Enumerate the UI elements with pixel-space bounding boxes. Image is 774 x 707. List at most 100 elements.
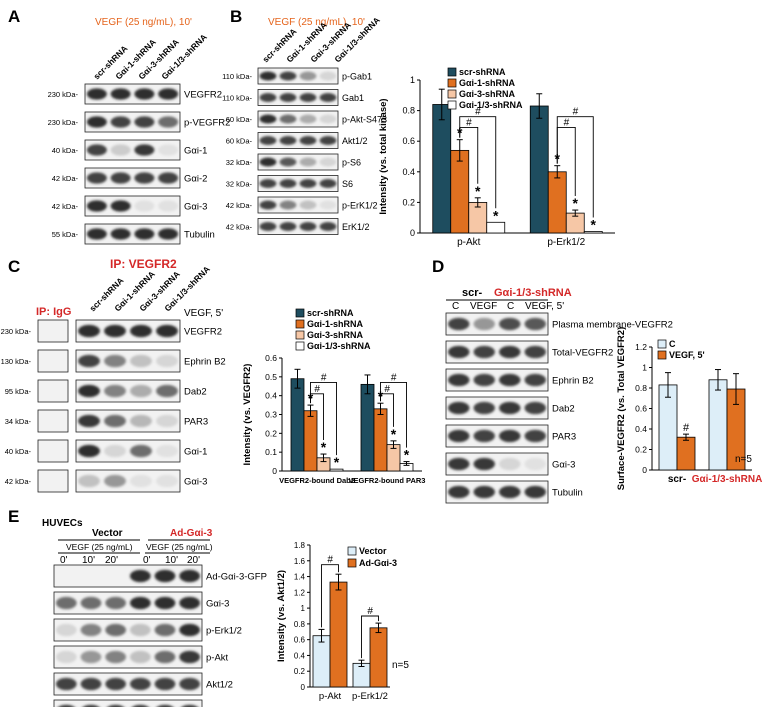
legend-swatch	[447, 78, 457, 88]
blot-row-label: p-VEGFR2	[184, 118, 230, 129]
blot-band	[78, 324, 100, 338]
significance-bracket	[459, 116, 497, 209]
significance-star: *	[321, 439, 327, 455]
panel-e-time-labels: 0' 10' 20' 0' 10' 20'	[60, 555, 200, 566]
blot-strip	[75, 469, 181, 493]
blot-band	[130, 474, 152, 488]
blot-band	[132, 704, 149, 707]
blot-band	[473, 485, 495, 499]
blot-band	[154, 623, 176, 637]
blot-row-label: ErK1/2	[342, 222, 370, 232]
legend-label: Ad-Gαi-3	[359, 558, 397, 568]
y-tick-label: 1.8	[294, 541, 306, 550]
blot-band	[524, 401, 546, 415]
blot-strip	[445, 340, 549, 364]
molecular-weight-label: 40 kDa-	[52, 146, 79, 155]
blot-strip	[75, 379, 181, 403]
x-category-label: p-Erk1/2	[547, 237, 585, 248]
blot-band	[499, 401, 521, 415]
blot-row-label: Ephrin B2	[552, 376, 594, 387]
y-tick-label: 1.6	[294, 557, 306, 566]
legend-swatch	[295, 319, 305, 329]
blot-row-label: PAR3	[552, 432, 576, 443]
blot-band	[524, 457, 546, 471]
significance-star: *	[391, 426, 397, 442]
y-tick-label: 0.4	[294, 651, 306, 660]
blot-band	[448, 429, 470, 443]
blot-row-label: Dab2	[552, 404, 575, 415]
x-category-label: Gαi-1/3-shRNA	[692, 474, 763, 485]
y-tick-label: 0.6	[635, 404, 647, 414]
x-category-label: VEGFR2-bound Dab2	[279, 476, 355, 485]
legend-label: Gαi-3-shRNA	[307, 330, 364, 340]
y-tick-label: 0.5	[265, 372, 277, 382]
time-label: 10'	[165, 555, 178, 566]
blot-row-label: Plasma membrane-VEGFR2	[552, 320, 673, 331]
molecular-weight-label: 230 kDa-	[48, 118, 79, 127]
panel-e-treatment-2: VEGF (25 ng/mL)	[146, 542, 213, 552]
molecular-weight-label: 60 kDa-	[226, 115, 253, 124]
blot-row-label: p-Akt-S473	[342, 115, 387, 125]
lane-label: C	[452, 301, 459, 312]
blot-band	[134, 172, 155, 184]
blot-band	[129, 650, 151, 664]
time-label: 20'	[187, 555, 200, 566]
blot-band	[473, 317, 495, 331]
blot-row-label: Gαi-3	[552, 460, 575, 471]
blot-row-label: S6	[342, 179, 353, 189]
blot-band	[110, 116, 131, 128]
blot-band	[299, 200, 317, 210]
blot-band	[158, 116, 179, 128]
bar	[547, 171, 567, 234]
significance-hash: #	[475, 107, 481, 118]
x-category-label: p-Akt	[457, 237, 481, 248]
blot-band	[299, 179, 317, 188]
blot-band	[524, 429, 546, 443]
y-tick-label: 0.2	[402, 197, 415, 207]
molecular-weight-label: 110 kDa-	[222, 94, 252, 103]
igg-blot-strip	[37, 409, 69, 433]
blot-band	[110, 144, 131, 156]
significance-hash: #	[327, 555, 333, 566]
blot-band	[130, 354, 152, 368]
blot-row-label: VEGFR2	[184, 90, 222, 101]
y-tick-label: 0.1	[265, 447, 277, 457]
blot-band	[78, 474, 100, 488]
y-tick-label: 0.8	[635, 383, 647, 393]
blot-band	[181, 704, 198, 707]
significance-star: *	[493, 207, 499, 223]
significance-star: *	[475, 183, 481, 199]
blot-band	[179, 569, 201, 583]
molecular-weight-label: 42 kDa-	[5, 477, 32, 486]
molecular-weight-label: 110 kDa-	[222, 72, 252, 81]
lane-label: VEGF, 5'	[525, 301, 564, 312]
blot-strip	[257, 196, 339, 214]
blot-row-label: PAR3	[184, 417, 208, 428]
blot-strip	[445, 368, 549, 392]
time-label: 20'	[105, 555, 118, 566]
blot-band	[179, 623, 201, 637]
blot-band	[299, 71, 317, 81]
blot-band	[154, 677, 176, 691]
bar	[450, 149, 470, 234]
time-label: 10'	[82, 555, 95, 566]
blot-band	[499, 317, 521, 331]
blot-band	[55, 623, 77, 637]
significance-star: *	[591, 216, 597, 232]
blot-band	[110, 200, 131, 212]
lane-label: C	[507, 301, 514, 312]
y-tick-label: 0.2	[294, 667, 306, 676]
blot-band	[80, 623, 102, 637]
blot-row-label: Ephrin B2	[184, 357, 226, 368]
blot-band	[55, 650, 77, 664]
panel-c-lane-labels: scr-shRNAGαi-1-shRNAGαi-3-shRNAGαi-1/3-s…	[87, 264, 212, 314]
y-tick-label: 0.3	[265, 410, 277, 420]
blot-strip	[445, 312, 549, 336]
blot-band	[86, 88, 107, 100]
molecular-weight-label: 42 kDa-	[226, 201, 253, 210]
blot-band	[524, 345, 546, 359]
legend-label: Gαi-1-shRNA	[307, 319, 364, 329]
blot-band	[279, 200, 297, 210]
legend-label: VEGF, 5'	[669, 350, 705, 360]
bar	[329, 468, 344, 472]
